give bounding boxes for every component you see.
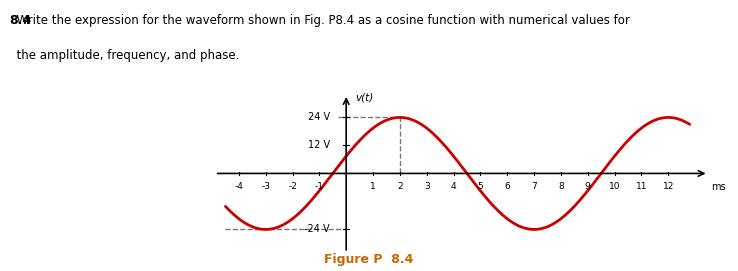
Text: 6: 6 xyxy=(504,182,510,191)
Text: 3: 3 xyxy=(424,182,430,191)
Text: 11: 11 xyxy=(635,182,647,191)
Text: 12: 12 xyxy=(663,182,674,191)
Text: -24 V: -24 V xyxy=(305,224,330,234)
Text: the amplitude, frequency, and phase.: the amplitude, frequency, and phase. xyxy=(9,49,239,62)
Text: -4: -4 xyxy=(235,182,244,191)
Text: 4: 4 xyxy=(451,182,456,191)
Text: 10: 10 xyxy=(609,182,621,191)
Text: ms: ms xyxy=(711,182,725,192)
Text: 8: 8 xyxy=(558,182,564,191)
Text: 24 V: 24 V xyxy=(308,112,330,122)
Text: v(t): v(t) xyxy=(356,93,374,103)
Text: 8.4: 8.4 xyxy=(9,14,31,27)
Text: -3: -3 xyxy=(261,182,270,191)
Text: 1: 1 xyxy=(370,182,376,191)
Text: 5: 5 xyxy=(477,182,483,191)
Text: 9: 9 xyxy=(584,182,590,191)
Text: -2: -2 xyxy=(288,182,297,191)
Text: 7: 7 xyxy=(531,182,537,191)
Text: 12 V: 12 V xyxy=(308,140,330,150)
Text: 2: 2 xyxy=(397,182,403,191)
Text: Write the expression for the waveform shown in Fig. P8.4 as a cosine function wi: Write the expression for the waveform sh… xyxy=(9,14,630,27)
Text: -1: -1 xyxy=(315,182,324,191)
Text: Figure P  8.4: Figure P 8.4 xyxy=(324,253,414,266)
